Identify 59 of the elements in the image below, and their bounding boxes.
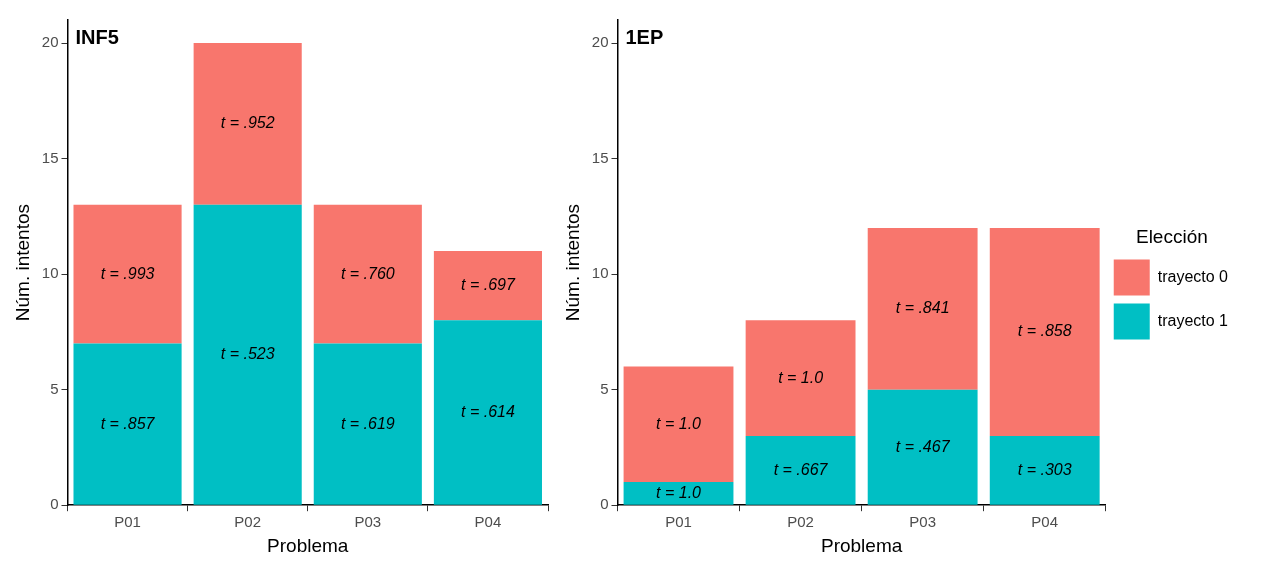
legend-label: trayecto 0 — [1157, 267, 1229, 285]
bar — [313, 204, 422, 344]
bar — [867, 389, 978, 505]
bar — [193, 204, 302, 505]
annotation: t = .858 — [1017, 322, 1072, 340]
bar — [433, 320, 542, 505]
legend-label: trayecto 1 — [1157, 311, 1229, 329]
y-axis-title: Núm. intentos — [561, 203, 583, 322]
annotation: t = .619 — [340, 414, 395, 432]
bar — [989, 435, 1100, 505]
legend-title: Elección — [1135, 226, 1208, 248]
y-axis-title: Núm. intentos — [11, 203, 33, 322]
x-tick-label: P02 — [234, 513, 262, 531]
x-tick-label: P03 — [909, 513, 936, 531]
y-tick-label: 10 — [591, 264, 609, 282]
bar — [433, 251, 542, 321]
bar — [745, 435, 856, 505]
annotation: t = .667 — [773, 460, 829, 478]
annotation: t = .523 — [220, 345, 275, 363]
x-axis-title: Problema — [267, 534, 349, 556]
annotation: t = .857 — [100, 414, 156, 432]
x-tick-label: P04 — [474, 513, 502, 531]
x-tick-label: P04 — [1031, 513, 1059, 531]
annotation: t = 1.0 — [656, 483, 702, 501]
annotation: t = .697 — [461, 276, 516, 294]
y-tick-label: 10 — [41, 264, 59, 282]
x-tick-label: P01 — [114, 513, 141, 531]
bar — [73, 343, 182, 505]
y-tick-label: 20 — [41, 33, 59, 51]
annotation: t = .952 — [220, 114, 275, 132]
bar — [989, 227, 1100, 436]
y-tick-label: 15 — [41, 148, 59, 166]
annotation: t = 1.0 — [656, 414, 702, 432]
annotation: t = 1.0 — [778, 368, 824, 386]
annotation: t = .614 — [461, 402, 515, 420]
y-tick-label: 5 — [50, 379, 59, 397]
chart-title: INF5 — [75, 25, 119, 48]
annotation: t = .303 — [1017, 460, 1072, 478]
y-tick-label: 0 — [50, 495, 59, 513]
annotation: t = .760 — [340, 264, 395, 282]
annotation: t = .841 — [895, 299, 950, 317]
x-tick-label: P01 — [665, 513, 692, 531]
y-tick-label: 20 — [591, 33, 609, 51]
annotation: t = .467 — [895, 437, 951, 455]
bar — [745, 320, 856, 436]
x-tick-label: P02 — [787, 513, 814, 531]
y-tick-label: 0 — [600, 495, 609, 513]
bar — [73, 204, 182, 344]
annotation: t = .993 — [100, 264, 155, 282]
bar — [867, 227, 978, 390]
x-tick-label: P03 — [354, 513, 382, 531]
bar — [623, 366, 734, 483]
bar — [193, 43, 302, 205]
bar — [313, 343, 422, 505]
x-axis-title: Problema — [820, 534, 903, 556]
y-tick-label: 5 — [600, 379, 609, 397]
bar — [623, 482, 734, 505]
chart-title: 1EP — [625, 25, 664, 48]
y-tick-label: 15 — [591, 148, 609, 166]
